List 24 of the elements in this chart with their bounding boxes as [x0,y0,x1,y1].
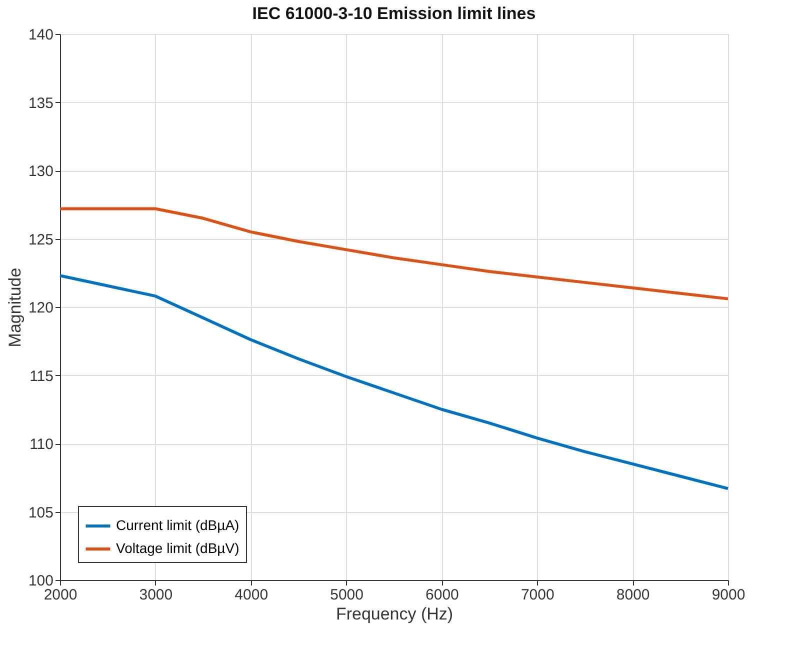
x-axis-title: Frequency (Hz) [336,604,454,624]
chart-title: IEC 61000-3-10 Emission limit lines [252,4,536,23]
y-tick-label: 100 [28,572,54,590]
x-tick-label: 5000 [330,586,364,604]
y-tick-label: 135 [28,94,54,112]
x-tick-label: 3000 [139,586,173,604]
y-tick-label: 115 [30,368,54,385]
line-series [58,207,730,300]
x-tick-label: 2000 [44,586,78,604]
x-tick-label: 4000 [234,586,268,604]
x-tick-label: 9000 [712,586,746,604]
x-tick-label: 6000 [426,586,459,604]
y-tick-label: 140 [28,26,54,44]
line-series [58,274,730,490]
y-tick-label: 105 [28,504,54,522]
y-tick-label: 125 [28,231,54,248]
y-tick-label: 130 [28,163,54,180]
legend-label: Current limit (dBµA) [116,517,240,533]
y-tick-label: 110 [30,436,54,453]
x-tick-label: 8000 [616,586,650,604]
legend-label: Voltage limit (dBµV) [116,540,240,556]
x-tick-label: 7000 [520,586,554,604]
y-axis-title: Magnitude [5,268,24,348]
y-tick-label: 120 [28,300,54,316]
